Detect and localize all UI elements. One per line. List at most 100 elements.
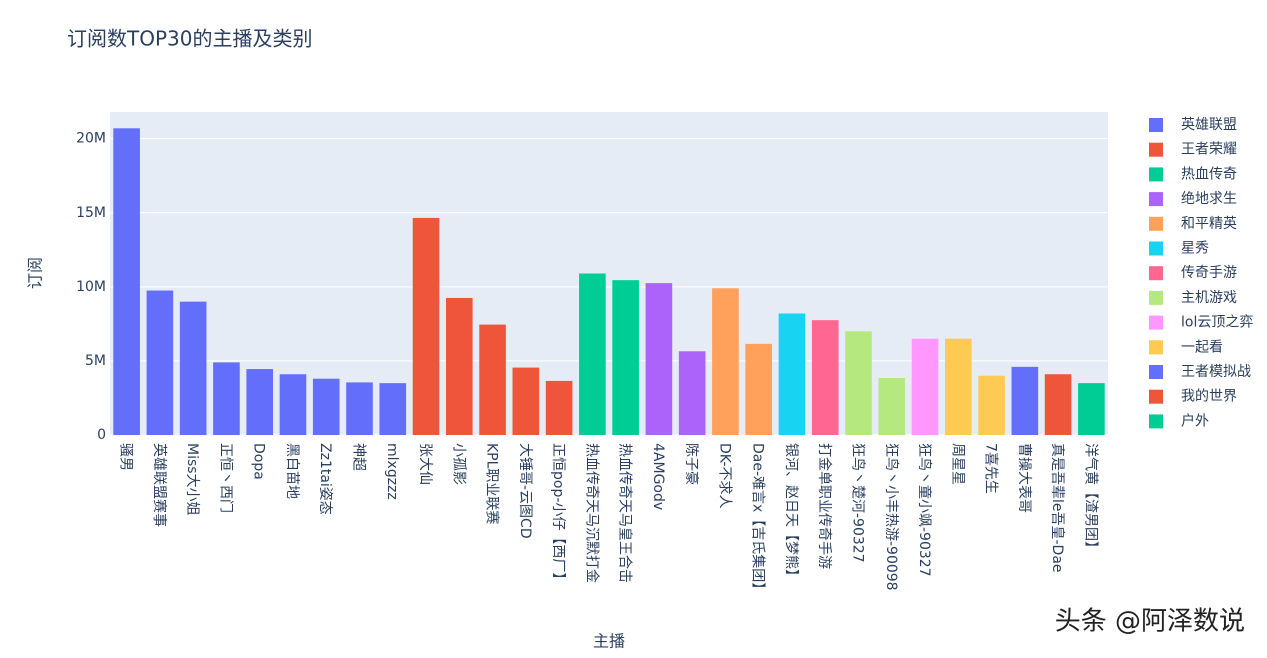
- x-tick-label: 张大仙: [417, 443, 433, 485]
- bar: [1011, 366, 1039, 435]
- bar: [479, 324, 506, 435]
- x-tick-label: 银河、赵日天【梦熊】: [783, 443, 799, 583]
- y-tick-label: 10M: [76, 279, 106, 295]
- bars: [113, 128, 1105, 436]
- chart-title: 订阅数TOP30的主播及类别: [67, 27, 312, 51]
- bar: [1044, 374, 1072, 435]
- legend-swatch: [1149, 290, 1163, 305]
- x-tick-label: 正恒丶西门: [217, 443, 233, 513]
- x-tick-label: 4AMGodv: [650, 443, 666, 510]
- bar: [911, 338, 939, 435]
- bar: [279, 374, 307, 435]
- legend-label: 和平精英: [1181, 215, 1237, 232]
- legend-swatch: [1149, 241, 1163, 256]
- x-tick-label: 正恒pop-小仔【西厂】: [550, 443, 566, 586]
- y-tick-label: 0: [97, 427, 106, 443]
- bar: [146, 290, 174, 435]
- bar: [778, 313, 806, 435]
- x-tick-label: 热血传奇天马沉默打金: [583, 443, 600, 583]
- bar: [678, 351, 706, 435]
- x-tick-label: KPL职业联赛: [484, 443, 500, 524]
- x-tick-label: Dopa: [251, 443, 267, 480]
- bar: [412, 217, 440, 435]
- legend-swatch: [1149, 340, 1163, 355]
- bar: [811, 320, 839, 435]
- legend-label: 王者模拟战: [1181, 364, 1251, 380]
- x-tick-label: 英雄联盟赛事: [151, 443, 168, 527]
- x-tick-label: 小孤影: [450, 443, 466, 485]
- x-tick-label: 打金单职业传奇手游: [816, 443, 833, 569]
- watermark: 头条 @阿泽数说: [1055, 607, 1245, 637]
- legend-swatch: [1149, 216, 1163, 231]
- x-tick-label: 大锤哥-云图CD: [517, 443, 533, 539]
- bar: [213, 362, 240, 435]
- x-axis-title: 主播: [593, 632, 625, 651]
- x-tick-label: DK-不求人: [716, 443, 732, 509]
- legend-label: 王者荣耀: [1181, 142, 1237, 158]
- x-tick-label: 陈子豪: [683, 443, 700, 485]
- y-tick-label: 15M: [76, 205, 106, 221]
- y-tick-label: 5M: [85, 353, 106, 369]
- plot-area: [110, 112, 1108, 435]
- bar: [379, 383, 407, 435]
- legend-swatch: [1149, 142, 1163, 157]
- x-tick-label: 骚男: [118, 443, 134, 471]
- x-tick-label: 狂鸟丶童小飒-90327: [916, 443, 933, 577]
- bar: [944, 338, 972, 435]
- legend-swatch: [1149, 315, 1163, 330]
- legend-swatch: [1149, 266, 1163, 281]
- bar: [612, 280, 639, 435]
- legend-label: lol云顶之弈: [1181, 315, 1253, 331]
- bar: [346, 382, 373, 435]
- y-axis-title: 订阅: [26, 257, 45, 289]
- legend-swatch: [1149, 167, 1163, 182]
- bar: [512, 367, 540, 435]
- x-tick-label: 曹操大表哥: [1016, 443, 1032, 513]
- legend-swatch: [1149, 365, 1163, 379]
- bar: [845, 331, 872, 435]
- x-tick-label: 狂鸟丶小丰热游-90098: [883, 443, 899, 591]
- x-tick-label: 真是吾辈le吾皇-Dae: [1049, 443, 1065, 573]
- y-tick-label: 20M: [76, 131, 106, 147]
- legend-label: 一起看: [1181, 339, 1223, 355]
- x-tick-label: Dae-难言x【吉氏集团】: [750, 443, 767, 596]
- bar: [745, 343, 773, 435]
- legend-label: 主机游戏: [1181, 290, 1237, 306]
- legend-swatch: [1149, 414, 1163, 429]
- x-tick-label: mlxgzzz: [384, 443, 400, 500]
- legend-label: 绝地求生: [1181, 191, 1237, 207]
- bar: [579, 273, 606, 435]
- x-tick-label: 神超: [351, 443, 367, 471]
- bar: [1078, 383, 1105, 435]
- bar: [545, 380, 573, 435]
- x-tick-label: 热血传奇天马皇王合击: [617, 443, 634, 583]
- legend-label: 英雄联盟: [1181, 116, 1237, 133]
- legend-label: 我的世界: [1181, 389, 1237, 405]
- legend-label: 星秀: [1181, 241, 1209, 257]
- legend-label: 传奇手游: [1181, 264, 1237, 281]
- bar: [878, 377, 906, 435]
- legend-swatch: [1149, 118, 1163, 132]
- x-tick-label: Miss大小姐: [184, 443, 200, 516]
- bar: [978, 375, 1005, 435]
- bar: [179, 301, 207, 435]
- x-tick-label: 周星星: [949, 443, 965, 485]
- legend-label: 热血传奇: [1181, 165, 1237, 182]
- bar: [645, 283, 673, 435]
- x-tick-label: 黑白苗地: [284, 443, 300, 499]
- legend-swatch: [1149, 192, 1163, 207]
- legend-label: 户外: [1181, 412, 1209, 429]
- x-tick-label: Zz1tai姿态: [317, 443, 333, 515]
- x-tick-label: 狂鸟丶楚河-90327: [850, 443, 866, 563]
- bar: [712, 288, 739, 435]
- x-tick-label: 7喜先生: [983, 443, 999, 494]
- x-tick-label: 洋气黄【渣男团】: [1082, 443, 1099, 555]
- bar: [445, 297, 473, 435]
- bar: [312, 378, 340, 435]
- grid: [110, 138, 1108, 436]
- bar: [246, 369, 274, 435]
- bar: [113, 128, 140, 436]
- legend-swatch: [1149, 389, 1163, 404]
